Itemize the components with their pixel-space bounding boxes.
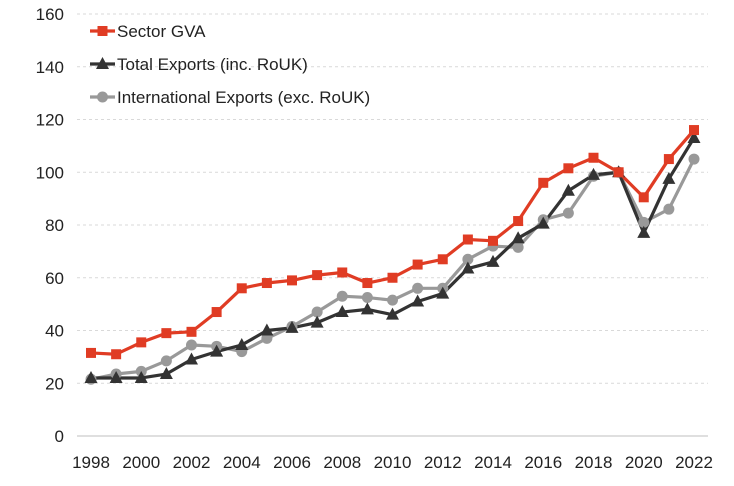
data-point-square [538, 177, 549, 188]
data-point-square [312, 270, 323, 281]
data-point-square [287, 275, 297, 286]
x-tick-label: 2016 [524, 453, 562, 472]
data-point-triangle [210, 344, 224, 357]
data-point-triangle [587, 167, 600, 180]
x-tick-label: 2006 [273, 453, 311, 472]
data-point-square [161, 328, 172, 339]
legend-marker-triangle [96, 57, 109, 69]
x-tick-label: 2014 [474, 453, 512, 472]
data-point-triangle [561, 183, 575, 196]
data-point-triangle [536, 216, 550, 229]
data-point-square [663, 154, 674, 165]
y-tick-label: 100 [36, 163, 64, 182]
series-line-2 [91, 137, 696, 380]
x-tick-label: 2000 [122, 453, 160, 472]
data-point-triangle [386, 307, 399, 320]
data-point-square [613, 167, 624, 178]
data-point-triangle [109, 370, 123, 383]
data-point-circle [562, 207, 574, 219]
series-line-3 [90, 158, 696, 381]
legend-label: Sector GVA [117, 22, 206, 41]
data-point-square [563, 163, 574, 174]
data-point-square [337, 267, 348, 278]
data-point-triangle [436, 286, 450, 299]
series-markers [84, 125, 701, 385]
data-point-circle [361, 292, 373, 304]
x-tick-label: 2020 [625, 453, 663, 472]
y-tick-label: 20 [45, 374, 64, 393]
data-point-square [362, 278, 373, 289]
x-tick-label: 2012 [424, 453, 462, 472]
data-point-square [412, 259, 423, 270]
data-point-circle [336, 290, 348, 302]
x-tick-label: 2004 [223, 453, 261, 472]
data-point-circle [186, 339, 197, 351]
data-point-triangle [260, 323, 274, 336]
legend-label: International Exports (exc. RoUK) [117, 88, 370, 107]
data-point-circle [512, 241, 524, 253]
data-point-square [462, 234, 473, 245]
data-point-square [236, 283, 247, 294]
data-point-circle [311, 306, 323, 318]
y-tick-label: 120 [36, 111, 64, 130]
data-point-square [488, 235, 498, 246]
x-tick-label: 2022 [675, 453, 713, 472]
data-point-circle [688, 153, 700, 165]
data-point-circle [412, 282, 424, 294]
data-point-circle [261, 332, 273, 344]
data-point-triangle [360, 302, 374, 315]
y-tick-label: 140 [36, 58, 64, 77]
legend-marker-square [97, 26, 108, 36]
data-point-triangle [185, 352, 198, 365]
y-tick-label: 0 [55, 427, 64, 446]
y-tick-label: 80 [45, 216, 64, 235]
data-point-triangle [662, 171, 676, 184]
data-point-triangle [411, 294, 425, 307]
data-point-square [261, 278, 272, 289]
data-point-square [437, 254, 448, 265]
data-point-triangle [335, 305, 349, 318]
y-tick-label: 40 [45, 322, 64, 341]
data-point-square [689, 125, 699, 136]
data-point-square [211, 307, 222, 318]
data-point-square [638, 192, 649, 203]
x-tick-label: 2010 [374, 453, 412, 472]
data-point-triangle [310, 315, 324, 328]
data-point-square [136, 337, 147, 348]
data-point-square [186, 326, 197, 337]
data-point-square [387, 272, 398, 283]
data-point-triangle [134, 370, 148, 383]
data-point-triangle [687, 130, 701, 143]
data-point-square [86, 347, 96, 358]
data-point-triangle [235, 338, 249, 351]
data-point-square [513, 216, 524, 227]
legend: Sector GVA Total Exports (inc. RoUK) Inter… [90, 22, 370, 107]
data-point-triangle [84, 370, 98, 383]
data-point-circle [638, 216, 650, 228]
data-point-triangle [511, 231, 525, 244]
series-lines [90, 129, 696, 381]
y-tick-label: 60 [45, 269, 64, 288]
y-tick-label: 160 [36, 5, 64, 24]
x-tick-label: 2018 [575, 453, 613, 472]
data-point-circle [663, 203, 675, 215]
x-tick-label: 2008 [323, 453, 361, 472]
legend-marker-circle [97, 91, 108, 103]
data-point-triangle [486, 254, 500, 267]
data-point-circle [462, 253, 474, 265]
x-tick-label: 1998 [72, 453, 110, 472]
data-point-circle [387, 294, 398, 306]
data-point-triangle [159, 367, 173, 380]
series-line-1 [90, 129, 696, 356]
data-point-triangle [637, 225, 651, 238]
data-point-square [111, 349, 122, 360]
data-point-triangle [461, 261, 475, 274]
data-point-triangle [285, 320, 299, 333]
data-point-square [588, 152, 599, 163]
legend-label: Total Exports (inc. RoUK) [117, 55, 308, 74]
axes: 0 20 40 60 80 100 120 140 160 1998 2000 2002 2004 200… [36, 5, 713, 472]
data-point-circle [160, 355, 172, 367]
x-tick-label: 2002 [173, 453, 211, 472]
